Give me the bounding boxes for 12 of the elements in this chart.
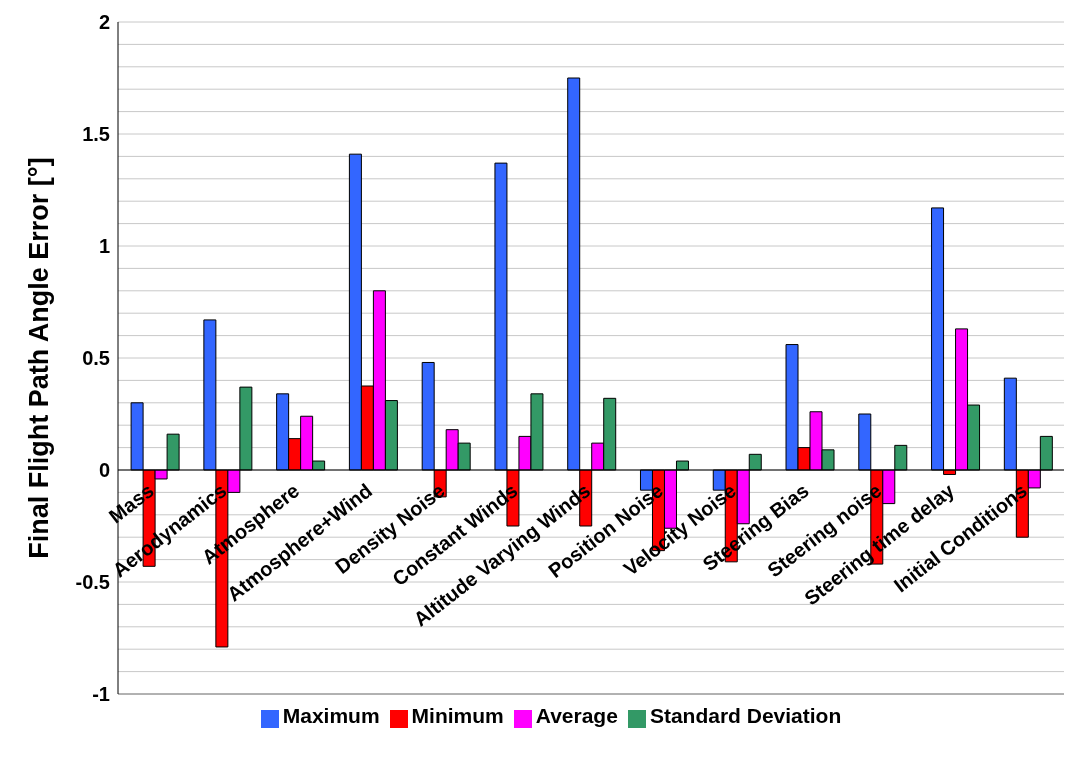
- y-tick-label: -0.5: [75, 571, 110, 594]
- legend-label: Standard Deviation: [649, 704, 842, 727]
- y-tick-label: 2: [98, 11, 110, 34]
- y-axis-title: Final Flight Path Angle Error [°]: [23, 157, 54, 559]
- y-tick-label: 0.5: [82, 347, 110, 370]
- legend-label: Average: [535, 704, 618, 727]
- y-tick-label: -1: [92, 683, 110, 706]
- y-tick-label: 1: [98, 235, 110, 258]
- legend-label: Maximum: [282, 704, 380, 727]
- y-tick-label: 0: [98, 459, 110, 482]
- legend-label: Minimum: [411, 704, 504, 727]
- y-tick-label: 1.5: [82, 123, 110, 146]
